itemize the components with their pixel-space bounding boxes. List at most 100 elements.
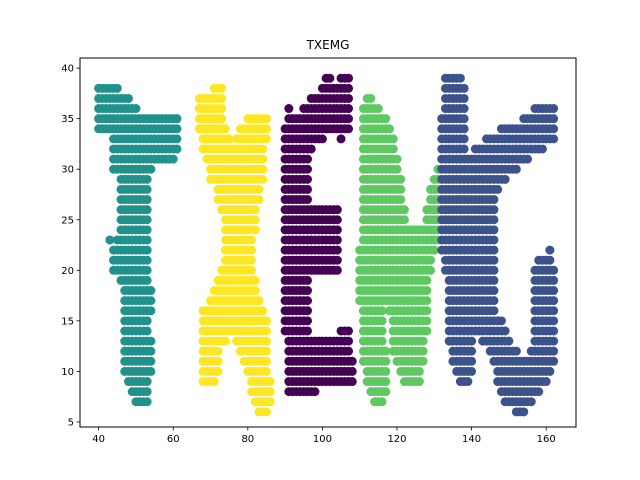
data-point bbox=[146, 306, 156, 316]
data-point bbox=[344, 93, 354, 103]
data-point bbox=[172, 114, 182, 124]
data-point bbox=[489, 195, 499, 205]
data-point bbox=[209, 377, 219, 387]
data-point bbox=[459, 93, 469, 103]
data-point bbox=[261, 356, 271, 366]
data-point bbox=[414, 366, 424, 376]
data-point bbox=[496, 316, 506, 326]
data-point bbox=[146, 286, 156, 296]
data-point bbox=[217, 104, 227, 114]
data-point bbox=[422, 296, 432, 306]
data-point bbox=[489, 205, 499, 215]
data-point bbox=[504, 336, 514, 346]
data-point bbox=[459, 83, 469, 93]
data-point bbox=[537, 144, 547, 154]
data-point bbox=[258, 306, 268, 316]
data-point bbox=[302, 195, 312, 205]
data-point bbox=[455, 73, 465, 83]
data-point bbox=[131, 104, 141, 114]
data-point bbox=[250, 275, 260, 285]
data-point bbox=[377, 306, 387, 316]
data-point bbox=[422, 275, 432, 285]
data-point bbox=[347, 366, 357, 376]
series-t bbox=[94, 83, 182, 407]
y-tick-label: 20 bbox=[61, 266, 74, 277]
data-point bbox=[377, 397, 387, 407]
data-point bbox=[302, 296, 312, 306]
data-point bbox=[422, 326, 432, 336]
data-point bbox=[344, 104, 354, 114]
y-tick-label: 40 bbox=[61, 64, 74, 75]
data-point bbox=[459, 124, 469, 134]
data-point bbox=[146, 336, 156, 346]
data-point bbox=[332, 225, 342, 235]
data-point bbox=[168, 154, 178, 164]
data-point bbox=[426, 265, 436, 275]
y-tick-label: 30 bbox=[61, 165, 74, 176]
series-g bbox=[437, 73, 559, 417]
data-point bbox=[250, 205, 260, 215]
data-point bbox=[392, 154, 402, 164]
plot-frame bbox=[79, 57, 577, 428]
y-tick-label: 10 bbox=[61, 367, 74, 378]
data-point bbox=[224, 134, 234, 144]
data-point bbox=[302, 164, 312, 174]
data-point bbox=[459, 134, 469, 144]
data-point bbox=[467, 356, 477, 366]
data-point bbox=[142, 377, 152, 387]
data-point bbox=[347, 377, 357, 387]
data-point bbox=[332, 205, 342, 215]
data-point bbox=[545, 245, 555, 255]
data-point bbox=[142, 326, 152, 336]
data-point bbox=[325, 73, 335, 83]
data-point bbox=[511, 164, 521, 174]
data-point bbox=[489, 245, 499, 255]
data-point bbox=[534, 387, 544, 397]
data-point bbox=[258, 144, 268, 154]
data-point bbox=[317, 134, 327, 144]
data-point bbox=[261, 134, 271, 144]
data-point bbox=[549, 306, 559, 316]
data-point bbox=[459, 144, 469, 154]
data-point bbox=[220, 336, 230, 346]
data-point bbox=[549, 296, 559, 306]
data-point bbox=[418, 336, 428, 346]
data-point bbox=[344, 336, 354, 346]
data-point bbox=[344, 326, 354, 336]
data-point bbox=[217, 93, 227, 103]
data-point bbox=[332, 215, 342, 225]
data-point bbox=[396, 195, 406, 205]
data-point bbox=[418, 346, 428, 356]
data-point bbox=[545, 255, 555, 265]
data-point bbox=[381, 377, 391, 387]
data-point bbox=[261, 124, 271, 134]
data-point bbox=[261, 316, 271, 326]
y-tick-label: 15 bbox=[61, 316, 74, 327]
data-point bbox=[429, 245, 439, 255]
data-point bbox=[519, 407, 529, 417]
data-point bbox=[549, 134, 559, 144]
data-point bbox=[489, 225, 499, 235]
data-point bbox=[336, 134, 346, 144]
data-point bbox=[146, 366, 156, 376]
data-point bbox=[381, 387, 391, 397]
data-point bbox=[489, 306, 499, 316]
data-point bbox=[213, 356, 223, 366]
data-point bbox=[172, 124, 182, 134]
data-point bbox=[123, 93, 133, 103]
data-point bbox=[344, 124, 354, 134]
data-point bbox=[381, 114, 391, 124]
data-point bbox=[265, 387, 275, 397]
data-point bbox=[388, 134, 398, 144]
data-point bbox=[261, 336, 271, 346]
data-point bbox=[489, 296, 499, 306]
data-point bbox=[284, 104, 294, 114]
data-point bbox=[467, 366, 477, 376]
x-tick-label: 80 bbox=[241, 434, 254, 445]
data-point bbox=[254, 195, 264, 205]
data-point bbox=[258, 154, 268, 164]
data-point bbox=[213, 346, 223, 356]
data-point bbox=[399, 205, 409, 215]
data-point bbox=[265, 397, 275, 407]
data-point bbox=[302, 154, 312, 164]
